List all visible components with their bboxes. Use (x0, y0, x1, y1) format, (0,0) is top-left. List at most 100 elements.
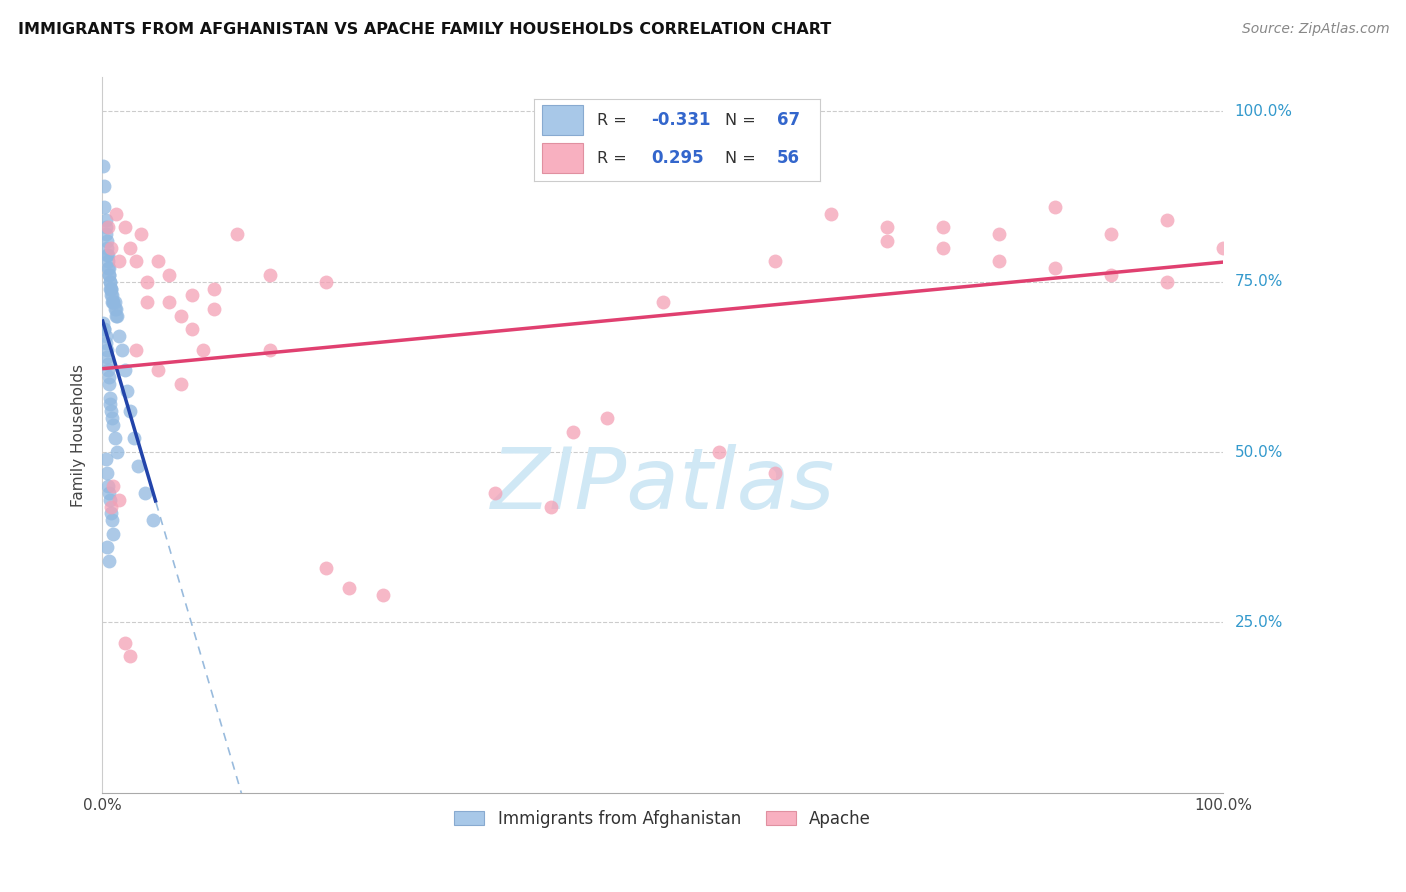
Point (105, 309, 128, 323)
Point (932, 241, 955, 255)
Point (103, 295, 125, 310)
Point (111, 343, 134, 357)
Point (97, 486, 120, 500)
Point (94, 329, 117, 343)
Point (170, 376, 193, 391)
Text: 100.0%: 100.0% (1234, 104, 1292, 119)
Point (103, 526, 125, 541)
Point (1045, 261, 1067, 276)
Point (180, 288, 202, 302)
Point (101, 295, 124, 310)
Point (93, 322, 115, 336)
Point (1045, 200, 1067, 214)
Y-axis label: Family Households: Family Households (72, 364, 86, 507)
Point (100, 288, 122, 302)
Point (202, 301, 225, 316)
Point (103, 417, 125, 432)
Point (104, 301, 127, 316)
Point (315, 275, 337, 289)
Point (1099, 268, 1122, 282)
Point (876, 220, 898, 235)
Point (104, 207, 127, 221)
Point (114, 636, 136, 650)
Point (98, 282, 121, 296)
Point (96, 541, 118, 555)
Point (159, 295, 181, 310)
Point (1156, 213, 1178, 227)
Point (96, 343, 118, 357)
Point (114, 363, 136, 377)
Point (540, 500, 562, 514)
Point (100, 282, 122, 296)
Point (103, 301, 125, 316)
Point (100, 404, 122, 418)
Point (225, 227, 247, 241)
Point (97, 247, 120, 261)
Point (120, 404, 142, 418)
Point (876, 234, 898, 248)
Point (136, 295, 159, 310)
Point (103, 479, 125, 493)
Point (259, 343, 281, 357)
Point (1212, 241, 1234, 255)
Point (97, 363, 120, 377)
Point (108, 329, 131, 343)
Point (932, 220, 955, 235)
Point (97, 479, 120, 493)
Point (98, 492, 121, 507)
Text: 25.0%: 25.0% (1234, 615, 1282, 630)
Point (562, 425, 585, 439)
Point (94, 336, 117, 351)
Point (763, 254, 786, 268)
Point (94, 451, 117, 466)
Point (315, 561, 337, 575)
Point (100, 507, 122, 521)
Point (120, 649, 142, 664)
Point (98, 397, 121, 411)
Point (97, 220, 120, 235)
Point (97, 261, 120, 276)
Point (259, 268, 281, 282)
Point (96, 247, 118, 261)
Point (97, 268, 120, 282)
Point (103, 295, 125, 310)
Text: 50.0%: 50.0% (1234, 444, 1282, 459)
Point (1099, 227, 1122, 241)
Point (127, 458, 149, 473)
Point (988, 227, 1011, 241)
Point (104, 309, 127, 323)
Point (103, 295, 125, 310)
Point (170, 309, 193, 323)
Point (136, 275, 159, 289)
Point (97, 370, 120, 384)
Point (98, 391, 121, 405)
Point (93, 322, 115, 336)
Point (131, 227, 153, 241)
Point (120, 241, 142, 255)
Point (484, 486, 506, 500)
Point (97, 261, 120, 276)
Legend: Immigrants from Afghanistan, Apache: Immigrants from Afghanistan, Apache (447, 803, 877, 834)
Point (707, 445, 730, 459)
Point (191, 343, 214, 357)
Point (202, 282, 225, 296)
Point (105, 445, 128, 459)
Point (97, 554, 120, 568)
Point (94, 227, 117, 241)
Point (101, 513, 124, 527)
Text: IMMIGRANTS FROM AFGHANISTAN VS APACHE FAMILY HOUSEHOLDS CORRELATION CHART: IMMIGRANTS FROM AFGHANISTAN VS APACHE FA… (18, 22, 831, 37)
Point (91, 159, 114, 173)
Point (100, 282, 122, 296)
Text: Source: ZipAtlas.com: Source: ZipAtlas.com (1241, 22, 1389, 37)
Point (96, 350, 118, 364)
Point (98, 275, 121, 289)
Point (148, 363, 170, 377)
Point (96, 466, 118, 480)
Point (122, 432, 145, 446)
Point (114, 220, 136, 235)
Point (94, 220, 117, 235)
Point (371, 588, 394, 602)
Point (97, 357, 120, 371)
Point (337, 582, 360, 596)
Point (96, 234, 118, 248)
